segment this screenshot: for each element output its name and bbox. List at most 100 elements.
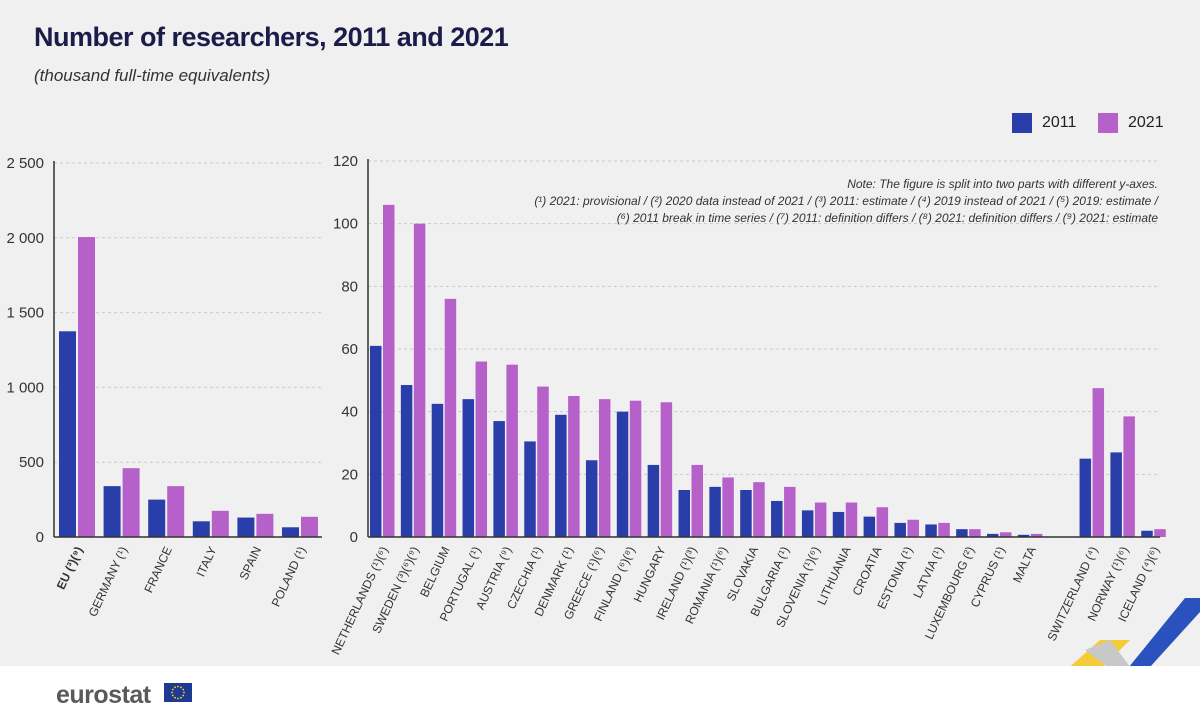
chart-note: Note: The figure is split into two parts… (534, 177, 1159, 225)
bar-2021 (876, 507, 889, 537)
decorative-ribbon (1070, 598, 1200, 666)
legend-label-2021: 2021 (1128, 114, 1164, 131)
bar-2011 (555, 414, 567, 537)
bar-2011 (370, 345, 382, 537)
bar-2021 (568, 396, 580, 537)
bar-2011 (647, 464, 660, 537)
bar-2011 (431, 403, 444, 537)
bar-2021 (660, 402, 673, 537)
bar-2021 (167, 486, 185, 537)
bar-2011 (282, 527, 299, 537)
x-tick-label: GERMANY (¹) (86, 544, 131, 619)
x-tick-label: SPAIN (237, 544, 265, 582)
bar-2021 (814, 502, 827, 537)
bar-2011 (801, 510, 814, 537)
note-line-1: Note: The figure is split into two parts… (847, 177, 1158, 191)
x-tick-label: LATVIA (¹) (910, 544, 946, 600)
legend-swatch-2011 (1012, 113, 1032, 133)
bar-2021 (629, 400, 642, 537)
bar-2011 (237, 517, 255, 537)
y-tick-label: 60 (341, 341, 358, 358)
bar-2021 (122, 468, 140, 537)
y-tick-label: 0 (350, 529, 358, 546)
bar-2021 (969, 529, 981, 537)
legend-item-2011: 2011 (1012, 113, 1076, 133)
bar-2021 (383, 204, 395, 537)
footer (0, 666, 1200, 720)
bar-2011 (709, 486, 721, 537)
y-tick-label: 40 (341, 404, 358, 421)
bar-2021 (753, 482, 765, 537)
bar-2011 (493, 421, 505, 537)
bar-2021 (1123, 416, 1135, 537)
bar-2021 (475, 361, 488, 537)
bar-2011 (740, 490, 752, 537)
bar-2021 (722, 477, 734, 537)
chart-title: Number of researchers, 2011 and 2021 (34, 22, 509, 52)
bar-2011 (987, 533, 999, 537)
bar-2021 (1154, 529, 1166, 537)
y-tick-label: 1 500 (6, 305, 44, 322)
y-tick-label: 0 (36, 529, 44, 546)
x-tick-label: BELGIUM (417, 544, 453, 599)
x-tick-label: NETHERLANDS (¹)(⁶) (329, 544, 391, 657)
bar-2011 (524, 441, 536, 537)
legend-swatch-2021 (1098, 113, 1118, 133)
bar-2011 (400, 385, 413, 537)
bar-2021 (1000, 532, 1012, 537)
x-tick-label: CROATIA (850, 544, 885, 597)
bar-2011 (956, 529, 968, 537)
x-tick-label: EU (³)(⁹) (54, 544, 86, 591)
legend-item-2021: 2021 (1098, 113, 1164, 133)
bar-2011 (771, 500, 783, 537)
bar-2021 (506, 364, 518, 537)
bar-2011 (925, 524, 937, 537)
bar-2011 (192, 521, 210, 537)
bar-2021 (784, 486, 796, 537)
y-tick-label: 80 (341, 278, 358, 295)
y-tick-label: 100 (333, 216, 358, 233)
bar-2021 (256, 513, 274, 537)
bar-2011 (1017, 534, 1030, 537)
bar-2021 (537, 386, 549, 537)
y-tick-label: 20 (341, 466, 358, 483)
bar-2021 (845, 502, 858, 537)
bar-2011 (894, 522, 906, 537)
bar-2021 (938, 522, 950, 537)
y-tick-label: 120 (333, 153, 358, 170)
chart-card (0, 0, 1200, 666)
bar-2021 (1030, 533, 1043, 537)
bar-2011 (585, 460, 598, 537)
x-tick-label: MALTA (1010, 544, 1039, 585)
bar-2021 (78, 237, 95, 537)
note-line-3: (⁶) 2011 break in time series / (⁷) 2011… (617, 211, 1159, 225)
bar-2011 (148, 499, 166, 537)
y-tick-label: 2 000 (6, 230, 44, 247)
bar-2011 (1141, 530, 1153, 537)
bar-2011 (1079, 458, 1092, 537)
bar-2011 (103, 486, 121, 537)
x-tick-label: SWITZERLAND (⁴) (1045, 544, 1101, 643)
x-tick-label: POLAND (¹) (269, 544, 309, 609)
bar-2021 (211, 510, 229, 537)
x-tick-label: FRANCE (141, 544, 175, 595)
eu-flag-icon (164, 683, 192, 702)
bar-2011 (616, 411, 629, 537)
bar-2011 (1110, 452, 1122, 537)
bar-2021 (301, 516, 318, 537)
bar-2021 (598, 399, 611, 537)
grey-ribbon-shape (1085, 640, 1130, 666)
bar-2021 (907, 519, 919, 537)
chart-subtitle: (thousand full-time equivalents) (34, 66, 271, 85)
bar-2011 (462, 399, 475, 537)
bar-2011 (832, 511, 845, 537)
bar-2011 (678, 490, 690, 537)
legend-label-2011: 2011 (1042, 114, 1077, 131)
bar-chart: 0 500 1 000 1 500 2 000 2 500 EU (³)(⁹) GERMANY… (6, 153, 1200, 666)
y-tick-label: 1 000 (6, 379, 44, 396)
y-tick-label: 2 500 (6, 155, 44, 172)
bar-2021 (413, 223, 426, 537)
x-tick-label: ITALY (193, 544, 219, 579)
note-line-2: (¹) 2021: provisional / (²) 2020 data in… (534, 194, 1159, 208)
